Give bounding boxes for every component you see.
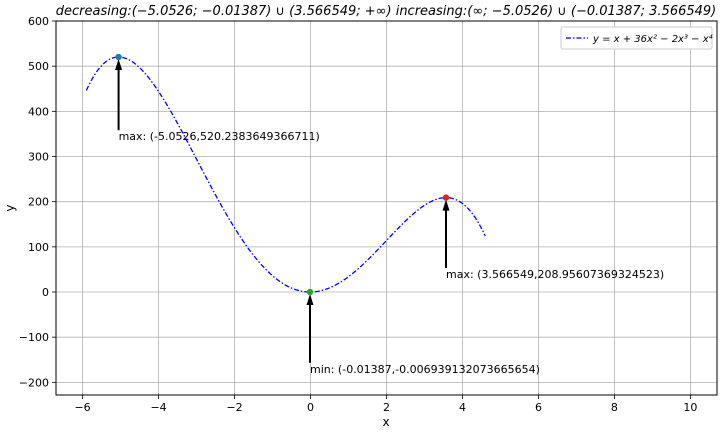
annotation-arrow-head [115, 59, 123, 71]
function-curve [85, 56, 486, 293]
y-tick-label: −100 [19, 331, 49, 344]
annotations: max: (-5.0526,520.2383649366711) min: (-0… [115, 53, 664, 376]
y-tick-label: −200 [19, 376, 49, 389]
x-tick-label: −4 [150, 401, 166, 414]
y-tick-label: 200 [28, 196, 49, 209]
x-tick-label: 2 [383, 401, 390, 414]
extremum-label: max: (3.566549,208.95607369324523) [446, 268, 664, 281]
extremum-point [306, 288, 314, 296]
x-tick-label: −2 [226, 401, 242, 414]
extremum-point [115, 53, 122, 61]
legend: y = x + 36x² − 2x³ − x⁴ [560, 26, 713, 50]
x-tick-label: 10 [683, 401, 697, 414]
y-tick-label: 600 [28, 15, 49, 28]
y-tick-label: 500 [28, 60, 49, 73]
x-tick-label: 4 [459, 401, 466, 414]
extremum-point [442, 194, 450, 201]
x-axis-ticks: −6 −4 −2 0 2 4 6 8 10 [74, 395, 697, 414]
y-tick-label: 400 [28, 105, 49, 118]
y-tick-label: 0 [42, 286, 49, 299]
annotation-arrow-head [306, 294, 314, 306]
y-tick-label: 100 [28, 241, 49, 254]
x-tick-label: 8 [611, 401, 618, 414]
legend-box [560, 26, 713, 50]
x-tick-label: −6 [74, 401, 90, 414]
chart-title: decreasing:(−5.0526; −0.01387) ∪ (3.5665… [56, 4, 717, 19]
y-axis-ticks: −200 −100 0 100 200 300 400 500 600 [19, 15, 56, 389]
legend-entry: y = x + 36x² − 2x³ − x⁴ [592, 33, 713, 45]
annotation-arrow-head [442, 199, 450, 211]
y-tick-label: 300 [28, 151, 49, 164]
extremum-label: min: (-0.01387,-0.006939132073665654) [310, 363, 540, 376]
x-tick-label: 0 [307, 401, 314, 414]
x-axis-label: x [382, 415, 389, 429]
y-axis-label: y [3, 204, 17, 211]
x-tick-label: 6 [535, 401, 542, 414]
extremum-label: max: (-5.0526,520.2383649366711) [119, 130, 320, 143]
grid-lines [56, 20, 717, 395]
plot-area [85, 56, 486, 293]
